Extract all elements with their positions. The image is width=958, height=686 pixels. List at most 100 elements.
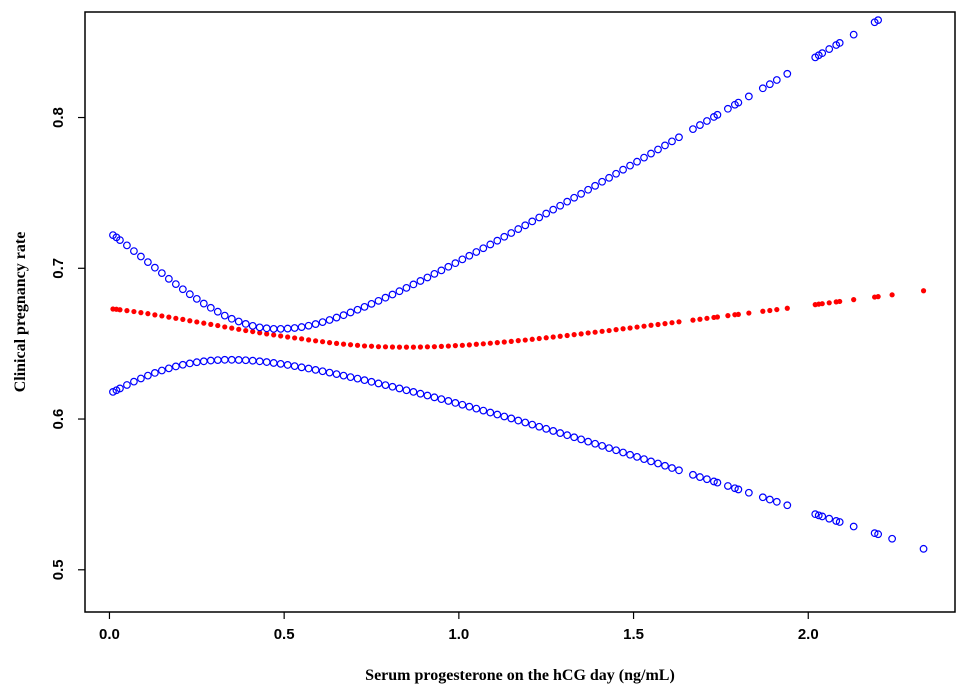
data-point	[811, 510, 820, 519]
data-point	[735, 311, 741, 318]
data-point	[283, 361, 292, 369]
data-point	[851, 297, 857, 303]
data-point	[178, 285, 187, 294]
data-point	[818, 49, 827, 58]
data-point	[367, 377, 376, 386]
data-point	[325, 316, 334, 324]
data-point	[199, 357, 208, 366]
series-2	[109, 16, 883, 333]
data-point	[814, 511, 823, 520]
data-point	[262, 358, 271, 366]
data-point	[382, 344, 389, 350]
data-point	[192, 358, 201, 367]
data-point	[612, 169, 620, 178]
data-point	[131, 308, 137, 315]
data-point	[542, 424, 551, 433]
data-point	[150, 263, 159, 272]
data-point	[130, 377, 138, 386]
data-point	[346, 308, 355, 317]
data-point	[180, 316, 186, 322]
data-point	[381, 381, 390, 390]
data-point	[522, 337, 528, 343]
data-point	[486, 240, 495, 249]
data-point	[388, 382, 397, 391]
data-point	[508, 338, 514, 344]
data-point	[528, 217, 537, 226]
data-point	[819, 301, 825, 307]
data-point	[361, 343, 368, 349]
data-point	[654, 459, 662, 468]
data-point	[150, 369, 159, 377]
data-point	[164, 274, 173, 283]
y-tick-label: 0.8	[50, 107, 67, 128]
data-point	[486, 408, 495, 417]
data-point	[689, 125, 697, 134]
data-point	[409, 280, 418, 289]
data-point	[529, 336, 535, 342]
data-point	[124, 308, 130, 314]
data-point	[696, 473, 704, 481]
data-point	[746, 310, 752, 316]
data-point	[655, 321, 661, 328]
y-tick-label: 0.5	[50, 559, 67, 580]
data-point	[536, 335, 542, 342]
data-point	[640, 455, 648, 464]
data-point	[493, 236, 502, 245]
data-point	[654, 145, 662, 154]
data-point	[304, 364, 313, 373]
data-point	[276, 324, 285, 333]
data-point	[437, 395, 446, 404]
data-point	[423, 391, 432, 400]
data-point	[318, 367, 327, 376]
data-point	[206, 356, 215, 365]
data-point	[374, 379, 383, 388]
data-point	[723, 482, 732, 490]
data-point	[626, 161, 634, 170]
data-point	[285, 334, 291, 340]
data-point	[340, 341, 347, 347]
data-point	[888, 534, 897, 543]
data-point	[710, 477, 718, 486]
data-point	[220, 355, 229, 364]
data-point	[730, 484, 739, 493]
data-point	[117, 307, 123, 313]
data-point	[430, 269, 439, 278]
data-point	[465, 251, 474, 260]
data-point	[514, 225, 523, 233]
data-point	[619, 165, 627, 174]
data-point	[633, 452, 641, 461]
data-point	[388, 290, 397, 299]
data-point	[647, 149, 655, 158]
data-point	[627, 325, 633, 331]
data-point	[723, 104, 732, 113]
data-point	[417, 344, 424, 350]
data-point	[605, 444, 613, 453]
data-point	[494, 340, 500, 346]
data-point	[431, 344, 437, 350]
data-point	[318, 318, 327, 327]
data-point	[501, 339, 507, 345]
data-point	[187, 318, 193, 324]
data-point	[585, 330, 591, 336]
data-point	[662, 321, 668, 327]
data-point	[347, 342, 354, 348]
data-point	[870, 529, 879, 538]
data-point	[832, 517, 841, 525]
data-point	[306, 337, 312, 343]
data-point	[549, 427, 558, 435]
data-point	[734, 485, 743, 494]
data-point	[849, 30, 858, 39]
data-point	[395, 287, 404, 296]
data-point	[445, 343, 451, 349]
data-point	[493, 410, 502, 419]
series-1	[110, 288, 927, 350]
data-point	[264, 331, 270, 337]
data-point	[213, 307, 222, 316]
data-point	[535, 213, 544, 222]
data-point	[375, 344, 382, 350]
data-point	[137, 252, 145, 261]
data-point	[409, 387, 418, 396]
data-point	[744, 92, 753, 101]
data-point	[535, 422, 544, 431]
